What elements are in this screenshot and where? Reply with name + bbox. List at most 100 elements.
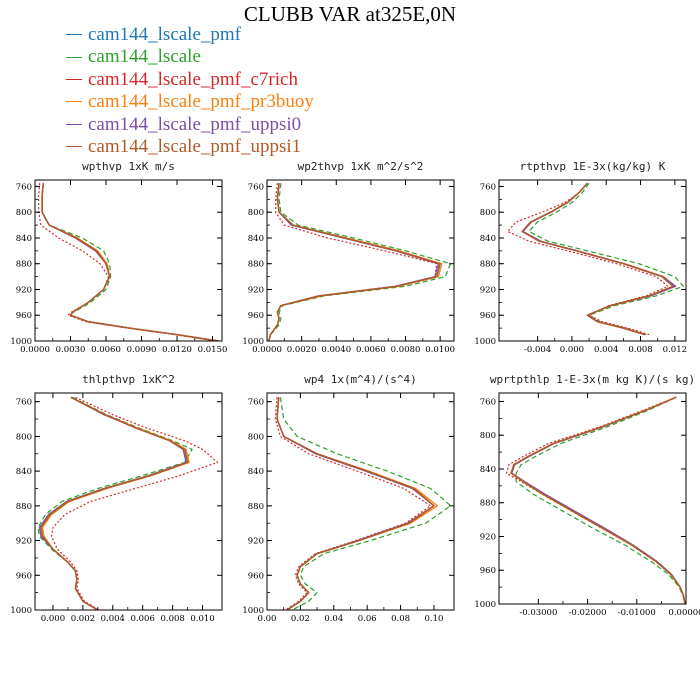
y-tick-label: 920 <box>16 285 32 295</box>
plot-frame <box>266 179 455 342</box>
series-line <box>279 397 452 610</box>
series-group <box>274 397 452 610</box>
x-tick-label: -0.03000 <box>519 608 557 618</box>
series-line <box>276 397 438 610</box>
x-tick-label: 0.0120 <box>162 345 192 355</box>
legend-swatch <box>66 78 82 80</box>
y-tick-label: 1000 <box>474 337 496 347</box>
x-tick-label: 0.0000 <box>20 345 50 355</box>
x-tick-label: 0.000 <box>41 614 65 624</box>
series-group <box>507 182 685 336</box>
y-tick-label: 960 <box>480 311 496 321</box>
legend-swatch <box>66 146 82 148</box>
y-tick-label: 920 <box>248 285 264 295</box>
y-tick-label: 880 <box>16 260 32 270</box>
series-line <box>276 397 435 610</box>
plot-panel: wprtpthlp 1-E-3x(m kg K)/(s kg) 760 800 840… <box>474 373 700 618</box>
plot-title: thlpthvp 1xK^2 <box>82 373 175 386</box>
series-group <box>267 183 452 341</box>
series-line <box>268 183 441 341</box>
plot-frame <box>498 179 687 342</box>
series-line <box>37 183 215 341</box>
y-tick-label: 1000 <box>242 606 264 616</box>
x-tick-label: 0.006 <box>131 614 155 624</box>
x-tick-label: -0.004 <box>524 345 551 355</box>
legend-label: cam144_lscale_pmf_uppsi1 <box>88 136 302 158</box>
series-line <box>268 183 440 341</box>
x-tick-label: 0.0000 <box>252 345 282 355</box>
series-line <box>276 397 435 610</box>
x-tick-label: 0.004 <box>101 614 125 624</box>
plot-panel: wp2thvp 1xK m^2/s^2 760 800 840 880 920 960 100… <box>242 160 455 355</box>
series-line <box>521 182 676 336</box>
x-tick-label: 0.0150 <box>198 345 228 355</box>
x-tick-label: 0.012 <box>663 345 687 355</box>
x-tick-label: 0.002 <box>71 614 95 624</box>
plot-title: wp4 1x(m^4)/(s^4) <box>304 373 417 386</box>
x-tick-label: 0.04 <box>324 614 343 624</box>
series-line <box>268 183 443 341</box>
x-tick-label: 0.0080 <box>391 345 421 355</box>
series-line <box>41 183 219 341</box>
legend-label: cam144_lscale_pmf_pr3buoy <box>88 91 314 113</box>
y-tick-label: 1000 <box>10 337 32 347</box>
y-tick-label: 960 <box>248 571 264 581</box>
y-tick-label: 880 <box>480 499 496 509</box>
y-tick-label: 960 <box>16 571 32 581</box>
y-tick-label: 800 <box>480 208 496 218</box>
y-tick-label: 880 <box>16 502 32 512</box>
y-tick-label: 960 <box>248 311 264 321</box>
figure-title: CLUBB VAR at325E,0N <box>243 2 457 26</box>
series-line <box>267 183 441 341</box>
series-line <box>505 396 686 604</box>
x-tick-label: 0.06 <box>358 614 377 624</box>
legend-swatch <box>66 101 82 103</box>
y-tick-label: 840 <box>16 234 32 244</box>
plot-panel: rtpthvp 1E-3x(kg/kg) K 760 800 840 880 920 960… <box>474 160 687 355</box>
series-line <box>521 182 674 336</box>
legend-item: cam144_lscale_pmf_uppsi1 <box>66 136 314 158</box>
y-tick-label: 760 <box>480 182 496 192</box>
y-tick-label: 800 <box>16 208 32 218</box>
y-tick-label: 760 <box>248 182 264 192</box>
y-tick-label: 840 <box>16 467 32 477</box>
legend-item: cam144_lscale_pmf_uppsi0 <box>66 114 314 136</box>
y-tick-label: 760 <box>16 182 32 192</box>
y-tick-label: 880 <box>480 260 496 270</box>
plot-panel: wpthvp 1xK m/s76080084088092096010000.00… <box>10 160 227 355</box>
y-tick-label: 920 <box>480 532 496 542</box>
x-tick-label: 0.008 <box>628 345 652 355</box>
series-line <box>41 183 219 341</box>
y-tick-label: 920 <box>480 285 496 295</box>
plot-frame <box>266 392 455 611</box>
series-group <box>37 396 219 610</box>
legend-label: cam144_lscale_pmf_uppsi0 <box>88 113 302 135</box>
y-tick-label: 800 <box>16 432 32 442</box>
x-tick-label: 0.0030 <box>56 345 86 355</box>
x-tick-label: 0.10 <box>424 614 443 624</box>
legend: cam144_lscale_pmf cam144_lscale cam144_l… <box>66 24 314 158</box>
x-tick-label: 0.0060 <box>356 345 386 355</box>
y-tick-label: 880 <box>248 260 264 270</box>
series-line <box>41 183 219 341</box>
series-line <box>40 396 189 610</box>
y-tick-label: 1000 <box>474 600 496 610</box>
series-line <box>41 183 219 341</box>
x-tick-label: 0.0090 <box>127 345 157 355</box>
plot-panel: thlpthvp 1xK^2 760 800 840 880 920 960 1000 0.00… <box>10 373 223 624</box>
legend-item: cam144_lscale_pmf_c7rich <box>66 69 314 91</box>
y-tick-label: 840 <box>480 465 496 475</box>
series-line <box>38 396 187 610</box>
plot-title: wprtpthlp 1-E-3x(m kg K)/(s kg) <box>490 373 695 386</box>
x-tick-label: 0.0060 <box>91 345 121 355</box>
y-tick-label: 880 <box>248 502 264 512</box>
y-tick-label: 840 <box>248 467 264 477</box>
plot-title: wpthvp 1xK m/s <box>82 160 175 173</box>
legend-label: cam144_lscale_pmf_c7rich <box>88 68 298 90</box>
y-tick-label: 840 <box>480 234 496 244</box>
x-tick-label: 0.0020 <box>287 345 317 355</box>
series-line <box>510 396 686 604</box>
legend-swatch <box>66 123 82 125</box>
legend-label: cam144_lscale <box>88 46 201 68</box>
